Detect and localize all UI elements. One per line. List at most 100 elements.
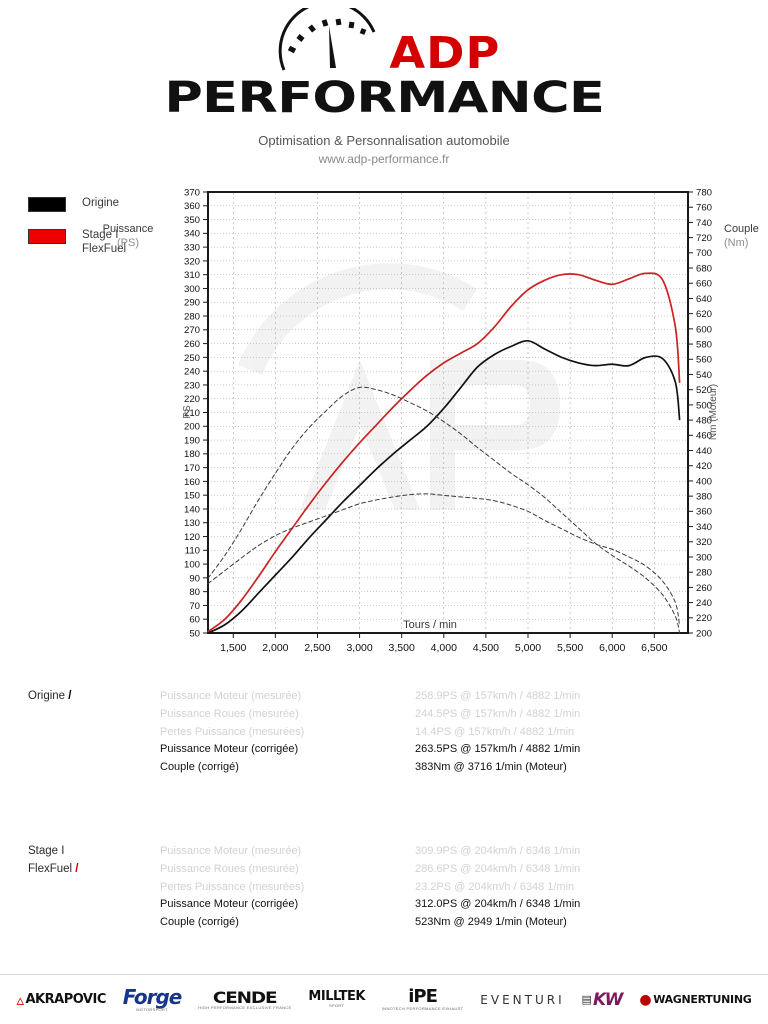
svg-text:620: 620 — [696, 309, 712, 320]
y-axis-right-title: Couple (Nm) — [724, 222, 768, 251]
sponsor-milltek-sub: SPORT — [329, 1003, 345, 1009]
result-row-label: Puissance Moteur (mesurée) — [160, 845, 302, 857]
chart-watermark — [237, 263, 560, 510]
svg-text:50: 50 — [189, 628, 200, 639]
svg-text:2,000: 2,000 — [262, 642, 288, 654]
svg-text:280: 280 — [184, 311, 200, 322]
dyno-chart: 50 60 70 80 90 100 110 120 130 140 150 160 170 180 190… — [0, 180, 768, 660]
sponsor-wagnertuning: ● WAGNERTUNING — [639, 992, 751, 1008]
result-row-value: 312.0PS @ 204km/h / 6348 1/min — [415, 898, 581, 911]
dyno-chart-svg: 50 60 70 80 90 100 110 120 130 140 150 160 170 180 190… — [182, 187, 719, 654]
svg-text:60: 60 — [189, 615, 200, 626]
svg-text:600: 600 — [696, 324, 712, 335]
svg-text:130: 130 — [184, 518, 200, 529]
svg-text:90: 90 — [189, 573, 200, 584]
y-axis-left-ticks: 50 60 70 80 90 100 110 120 130 140 150 160 170 180 190… — [184, 187, 208, 639]
result-row: Couple (corrigé) 523Nm @ 2949 1/min (Mote… — [160, 914, 760, 932]
brand-adp: ADP — [389, 28, 501, 79]
result-row-value: 23.2PS @ 204km/h / 6348 1/min — [415, 880, 575, 893]
result-row-label: Puissance Moteur (mesurée) — [160, 690, 302, 702]
result-row-value: 286.6PS @ 204km/h / 6348 1/min — [415, 862, 581, 875]
result-row: Puissance Roues (mesurée) 286.6PS @ 204km… — [160, 861, 760, 879]
svg-text:170: 170 — [184, 463, 200, 474]
result-row-value: 263.5PS @ 157km/h / 4882 1/min — [415, 743, 581, 756]
sponsor-wagnertuning-label: WAGNERTUNING — [653, 993, 752, 1006]
legend-swatch-origine — [28, 197, 66, 212]
sponsor-ipe-label: iPE — [408, 986, 438, 1008]
svg-text:210: 210 — [184, 408, 200, 419]
svg-text:5,000: 5,000 — [515, 642, 541, 654]
svg-text:680: 680 — [696, 263, 712, 274]
svg-text:190: 190 — [184, 435, 200, 446]
svg-text:120: 120 — [184, 532, 200, 543]
kw-flag-icon: ▤ — [581, 993, 592, 1006]
svg-text:480: 480 — [696, 416, 712, 427]
result-row-value: 309.9PS @ 204km/h / 6348 1/min — [415, 845, 581, 857]
result-row: Puissance Moteur (corrigée) 312.0PS @ 204… — [160, 896, 760, 914]
sponsor-cende-sub: HIGH PERFORMANCE EXCLUSIVE FRANCE — [198, 1005, 292, 1011]
svg-text:6,000: 6,000 — [599, 642, 625, 654]
svg-text:270: 270 — [184, 325, 200, 336]
results-stage1-title: Stage I — [28, 845, 65, 857]
svg-text:540: 540 — [696, 370, 712, 381]
brand-website: www.adp-performance.fr — [318, 152, 450, 166]
akrapovic-mark-icon: ▵ — [16, 990, 24, 1009]
svg-text:160: 160 — [184, 477, 200, 488]
legend-label-stage1-line2: FlexFuel — [82, 243, 127, 256]
sponsor-akrapovic: ▵ AKRAPOVIC — [16, 990, 106, 1009]
svg-text:3,000: 3,000 — [346, 642, 372, 654]
result-row-label: Puissance Moteur (corrigée) — [160, 898, 299, 911]
svg-text:340: 340 — [696, 522, 712, 533]
y-axis-left-title: Puissance (PS) — [88, 222, 168, 251]
y-axis-left-subtitle: (PS) — [117, 237, 139, 250]
svg-text:660: 660 — [696, 279, 712, 290]
svg-text:5,500: 5,500 — [557, 642, 583, 654]
svg-text:370: 370 — [184, 187, 200, 198]
y-axis-left-unit: PS — [182, 405, 193, 419]
sponsor-ipe-sub: INNOTECH PERFORMANCE EXHAUST — [381, 1006, 464, 1012]
sponsor-kw-label: KW — [592, 989, 623, 1010]
svg-text:250: 250 — [184, 353, 200, 364]
sponsor-cende: CENDE HIGH PERFORMANCE EXCLUSIVE FRANCE — [198, 988, 292, 1011]
result-row: Puissance Roues (mesurée) 244.5PS @ 157km… — [160, 706, 760, 724]
svg-text:740: 740 — [696, 218, 712, 229]
brand-logo: ADP — [270, 8, 501, 79]
svg-text:360: 360 — [184, 201, 200, 212]
results-origine-name: Origine / — [28, 688, 158, 706]
brand-tagline: Optimisation & Personnalisation automobi… — [258, 133, 510, 148]
legend-swatch-stage1 — [28, 229, 66, 244]
result-row-label: Puissance Roues (mesurée) — [160, 707, 299, 720]
chart-gridlines — [208, 191, 688, 634]
result-row-value: 244.5PS @ 157km/h / 4882 1/min — [415, 707, 581, 720]
legend-label-stage1-line1: Stage I — [82, 229, 119, 241]
svg-text:260: 260 — [184, 339, 200, 350]
svg-text:4,500: 4,500 — [473, 642, 499, 654]
results-stage1-subtitle-row: FlexFuel / — [28, 861, 158, 879]
svg-text:420: 420 — [696, 461, 712, 472]
results-stage1-name: Stage I FlexFuel / — [28, 843, 158, 879]
svg-text:520: 520 — [696, 385, 712, 396]
svg-text:310: 310 — [184, 270, 200, 281]
page-header: ADP PERFORMANCE Optimisation & Personnal… — [0, 0, 768, 166]
svg-text:110: 110 — [185, 546, 200, 557]
result-row: Puissance Moteur (mesurée) 309.9PS @ 204k… — [160, 843, 760, 861]
svg-text:240: 240 — [696, 598, 712, 609]
results-origine-rows: Puissance Moteur (mesurée) 258.9PS @ 157k… — [160, 688, 760, 777]
svg-text:70: 70 — [189, 601, 200, 612]
legend-label-origine-text: Origine — [82, 197, 120, 209]
svg-text:280: 280 — [696, 568, 712, 579]
svg-text:350: 350 — [184, 215, 200, 226]
results-origine-title: Origine — [28, 690, 66, 702]
sponsor-eventuri-label: EVENTURI — [480, 992, 565, 1007]
svg-text:220: 220 — [696, 613, 712, 624]
svg-text:330: 330 — [184, 243, 200, 254]
sponsor-forge: Forge MOTORSPORT — [122, 985, 183, 1012]
sponsor-kw: ▤ KW — [581, 989, 624, 1010]
svg-text:340: 340 — [184, 229, 200, 240]
brand-performance: PERFORMANCE — [164, 73, 604, 123]
svg-text:2,500: 2,500 — [304, 642, 330, 654]
svg-text:3,500: 3,500 — [389, 642, 415, 654]
sponsor-milltek-label: MILLTEK — [308, 989, 365, 1005]
svg-text:100: 100 — [184, 559, 200, 570]
sponsor-forge-label: Forge — [122, 985, 183, 1010]
